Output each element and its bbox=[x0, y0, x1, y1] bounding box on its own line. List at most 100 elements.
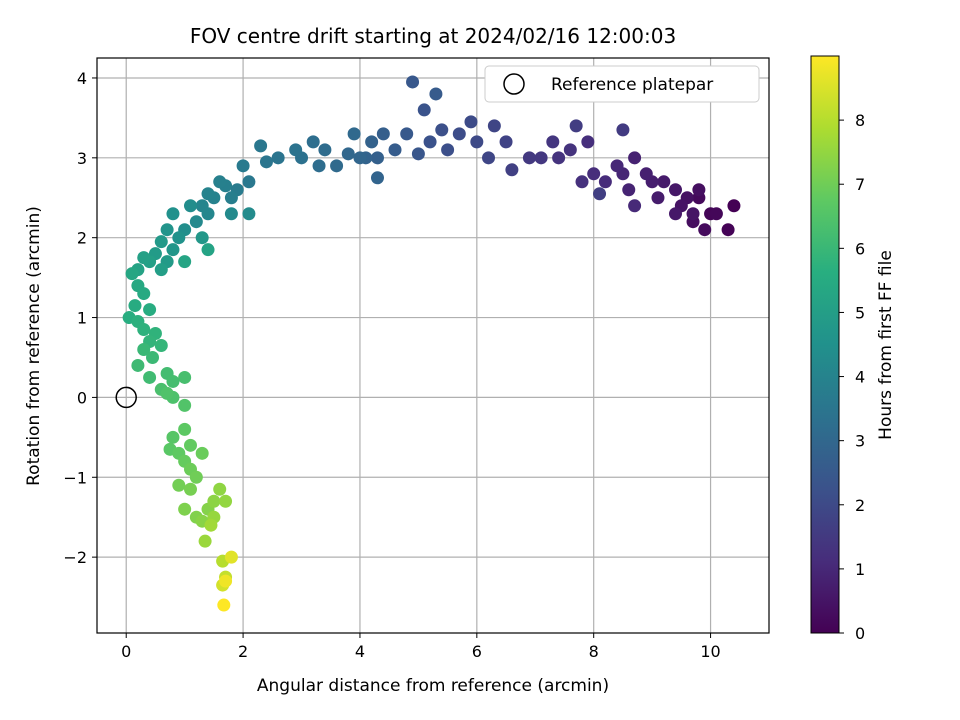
data-point bbox=[219, 574, 233, 588]
data-point bbox=[651, 191, 665, 205]
colorbar-tick-label: 2 bbox=[855, 496, 865, 515]
x-tick-label: 2 bbox=[238, 642, 248, 661]
data-point bbox=[219, 494, 233, 508]
data-point bbox=[552, 151, 566, 165]
data-point bbox=[178, 370, 192, 384]
y-tick-label: 0 bbox=[77, 388, 87, 407]
data-point bbox=[569, 119, 583, 133]
data-point bbox=[201, 243, 215, 257]
data-point bbox=[423, 135, 437, 149]
x-tick-label: 0 bbox=[121, 642, 131, 661]
legend-reference-marker bbox=[503, 73, 525, 95]
data-point bbox=[183, 438, 197, 452]
y-tick-label: −2 bbox=[63, 548, 87, 567]
colorbar-tick-label: 5 bbox=[855, 303, 865, 322]
x-axis-label: Angular distance from reference (arcmin) bbox=[257, 676, 609, 696]
data-point bbox=[598, 175, 612, 189]
data-point bbox=[242, 207, 256, 221]
data-point bbox=[195, 231, 209, 245]
data-point bbox=[125, 267, 139, 281]
data-point bbox=[546, 135, 560, 149]
data-point bbox=[166, 374, 180, 388]
data-point bbox=[166, 430, 180, 444]
data-point bbox=[370, 171, 384, 185]
reference-layer bbox=[115, 386, 137, 409]
data-point bbox=[201, 187, 215, 201]
data-point bbox=[207, 494, 221, 508]
data-point bbox=[137, 323, 151, 337]
data-point bbox=[628, 199, 642, 213]
data-point bbox=[178, 255, 192, 269]
data-point bbox=[581, 135, 595, 149]
x-axis-ticks: 0 2 4 6 8 10 bbox=[121, 633, 721, 661]
data-point bbox=[534, 151, 548, 165]
data-point bbox=[709, 207, 723, 221]
chart-title: FOV centre drift starting at 2024/02/16 … bbox=[190, 24, 676, 48]
data-point bbox=[470, 135, 484, 149]
data-point bbox=[178, 502, 192, 516]
data-point bbox=[183, 199, 197, 213]
data-point bbox=[271, 151, 285, 165]
data-point bbox=[376, 127, 390, 141]
data-point bbox=[441, 143, 455, 157]
data-point bbox=[330, 159, 344, 173]
data-point bbox=[370, 151, 384, 165]
data-point bbox=[166, 243, 180, 257]
colorbar-tick-label: 6 bbox=[855, 239, 865, 258]
data-point bbox=[721, 223, 735, 237]
data-point bbox=[306, 135, 320, 149]
data-point bbox=[482, 151, 496, 165]
data-point bbox=[143, 370, 157, 384]
data-point bbox=[183, 482, 197, 496]
colorbar-tick-label: 3 bbox=[855, 432, 865, 451]
data-point bbox=[189, 215, 203, 229]
data-point bbox=[435, 123, 449, 137]
data-point bbox=[593, 187, 607, 201]
colorbar-tick-label: 4 bbox=[855, 368, 865, 387]
legend: Reference platepar bbox=[484, 65, 760, 103]
data-point bbox=[318, 143, 332, 157]
data-point bbox=[131, 358, 145, 372]
y-tick-label: 1 bbox=[77, 309, 87, 328]
data-point bbox=[242, 175, 256, 189]
data-point bbox=[669, 183, 683, 197]
data-point bbox=[692, 183, 706, 197]
data-point bbox=[146, 350, 160, 364]
y-tick-label: 4 bbox=[77, 69, 87, 88]
data-point bbox=[616, 123, 630, 137]
data-point bbox=[487, 119, 501, 133]
data-point bbox=[143, 303, 157, 317]
data-point bbox=[639, 167, 653, 181]
data-point bbox=[166, 207, 180, 221]
data-point bbox=[727, 199, 741, 213]
data-point bbox=[224, 207, 238, 221]
data-point bbox=[347, 127, 361, 141]
data-point bbox=[464, 115, 478, 129]
reference-platepar-marker bbox=[115, 386, 137, 409]
x-tick-label: 8 bbox=[589, 642, 599, 661]
legend-entry-reference: Reference platepar bbox=[551, 75, 713, 95]
data-point bbox=[172, 478, 186, 492]
data-point bbox=[160, 223, 174, 237]
data-point bbox=[417, 103, 431, 117]
y-tick-label: 2 bbox=[77, 229, 87, 248]
colorbar-gradient bbox=[810, 55, 840, 634]
data-point bbox=[411, 147, 425, 161]
data-point bbox=[388, 143, 402, 157]
data-point bbox=[236, 159, 250, 173]
data-point bbox=[137, 342, 151, 356]
plot-frame bbox=[96, 57, 770, 634]
data-point bbox=[198, 534, 212, 548]
data-point bbox=[204, 518, 218, 532]
data-point bbox=[505, 163, 519, 177]
data-point bbox=[254, 139, 268, 153]
data-point bbox=[128, 299, 142, 313]
data-point bbox=[563, 143, 577, 157]
colorbar-tick-label: 1 bbox=[855, 560, 865, 579]
data-point bbox=[341, 147, 355, 161]
data-point bbox=[452, 127, 466, 141]
data-point bbox=[137, 251, 151, 265]
data-point bbox=[353, 151, 367, 165]
data-point bbox=[137, 287, 151, 301]
